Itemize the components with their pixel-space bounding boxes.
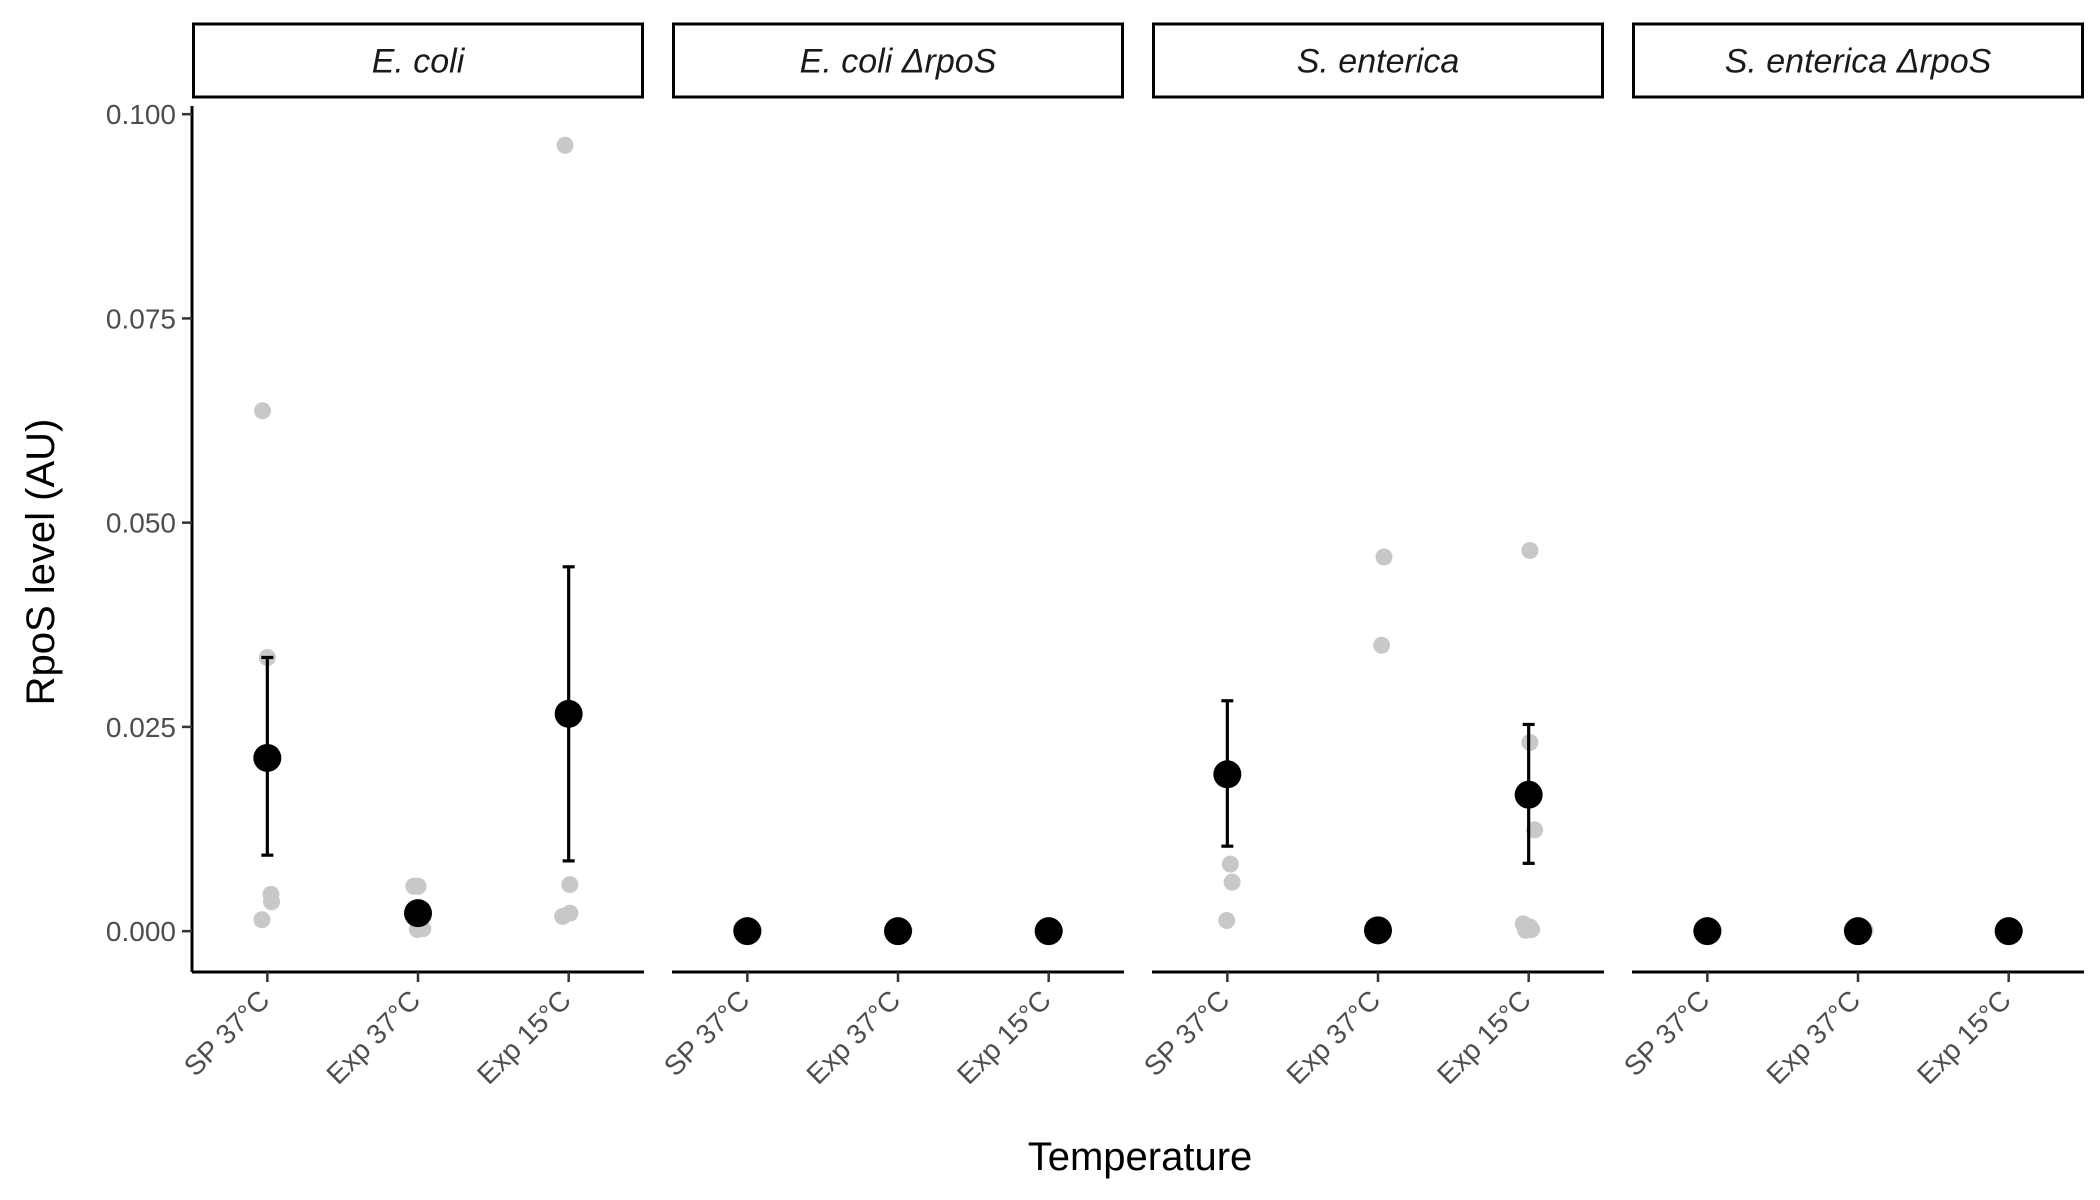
y-tick-label: 0.050: [106, 508, 176, 539]
raw-data-point: [1221, 855, 1239, 873]
facet-panel: E. coli ΔrpoS SP 37°C Exp 37°C Exp 15°C: [658, 22, 1124, 1090]
x-tick-label: SP 37°C: [178, 984, 276, 1082]
x-tick-label: SP 37°C: [1138, 984, 1236, 1082]
facet-strip: [1152, 22, 1604, 99]
facet-strip-label: E. coli ΔrpoS: [800, 43, 997, 81]
raw-data-point: [1521, 541, 1539, 559]
y-tick-label: 0.000: [106, 916, 176, 947]
x-tick-label: Exp 37°C: [320, 984, 426, 1090]
mean-point: [884, 917, 912, 946]
y-tick-label: 0.025: [106, 712, 176, 743]
x-tick-label: Exp 15°C: [1911, 984, 2017, 1090]
raw-data-point: [1526, 821, 1544, 839]
mean-point: [554, 699, 583, 728]
raw-data-point: [1223, 873, 1241, 891]
raw-data-point: [1218, 912, 1236, 930]
mean-point: [1514, 780, 1543, 809]
facet-strip: [192, 22, 644, 99]
mean-point: [1693, 917, 1722, 946]
mean-point: [1213, 760, 1242, 789]
x-tick-label: Exp 15°C: [951, 984, 1057, 1090]
x-tick-label: SP 37°C: [658, 984, 756, 1082]
raw-data-point: [409, 877, 427, 895]
raw-data-point: [1521, 918, 1539, 936]
x-axis-title: Temperature: [1028, 1135, 1253, 1179]
facet-strip-label: E. coli: [372, 43, 466, 81]
y-axis-title: RpoS level (AU): [19, 419, 63, 706]
raw-data-point: [1373, 636, 1391, 654]
raw-data-point: [253, 911, 271, 929]
mean-point: [1364, 916, 1392, 945]
raw-data-point: [1375, 548, 1393, 566]
x-tick-label: Exp 15°C: [471, 984, 577, 1090]
raw-data-point: [254, 402, 272, 420]
facet-panel: S. enterica ΔrpoS SP 37°C Exp 37°C Exp 15°C: [1618, 22, 2084, 1090]
facet-strip-label: S. enterica ΔrpoS: [1725, 43, 1992, 81]
mean-point: [1844, 917, 1872, 946]
x-tick-label: Exp 15°C: [1431, 984, 1537, 1090]
facet-strip: [672, 22, 1124, 99]
mean-point: [404, 899, 432, 928]
facet-panel: E. coli SP 37°C Exp 37°C Exp 15°C: [178, 22, 644, 1090]
raw-data-point: [263, 893, 281, 911]
mean-point: [253, 743, 282, 772]
mean-point: [1034, 917, 1063, 946]
y-tick-label: 0.075: [106, 303, 176, 334]
mean-point: [1994, 917, 2023, 946]
mean-point: [733, 917, 762, 946]
y-tick-label: 0.100: [106, 99, 176, 130]
x-tick-label: Exp 37°C: [800, 984, 906, 1090]
x-tick-label: SP 37°C: [1618, 984, 1716, 1082]
facet-strip: [1632, 22, 2084, 99]
raw-data-point: [561, 904, 579, 922]
facet-strip-label: S. enterica: [1297, 43, 1460, 81]
x-tick-label: Exp 37°C: [1760, 984, 1866, 1090]
x-tick-label: Exp 37°C: [1280, 984, 1386, 1090]
facet-panel: S. enterica SP 37°C Exp 37°C Exp 15°C: [1138, 22, 1604, 1090]
y-axis: 0.000 0.025 0.050 0.075 0.100: [106, 99, 194, 972]
raw-data-point: [556, 136, 574, 154]
raw-data-point: [561, 876, 579, 894]
